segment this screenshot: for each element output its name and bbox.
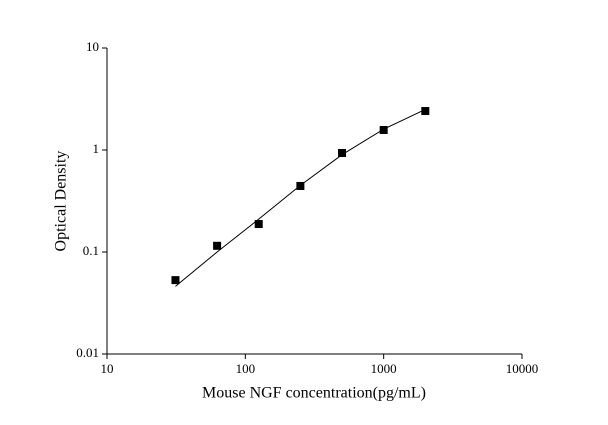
y-tick-label: 1 — [93, 141, 100, 156]
x-tick-label: 1000 — [371, 361, 397, 376]
data-point — [213, 241, 222, 250]
x-tick-label: 10000 — [506, 361, 539, 376]
fit-curve — [175, 108, 426, 287]
data-point — [338, 148, 347, 157]
x-tick-label: 100 — [236, 361, 256, 376]
data-point — [254, 220, 263, 229]
data-point — [421, 107, 430, 116]
data-point — [171, 276, 180, 285]
y-tick-label: 0.01 — [76, 345, 99, 360]
x-axis-title: Mouse NGF concentration(pg/mL) — [202, 385, 426, 402]
y-tick-label: 0.1 — [83, 243, 99, 258]
data-point — [296, 181, 305, 190]
data-point — [379, 126, 388, 135]
y-axis-title: Optical Density — [53, 151, 70, 252]
y-tick-label: 10 — [86, 39, 99, 54]
x-tick-label: 10 — [101, 361, 114, 376]
